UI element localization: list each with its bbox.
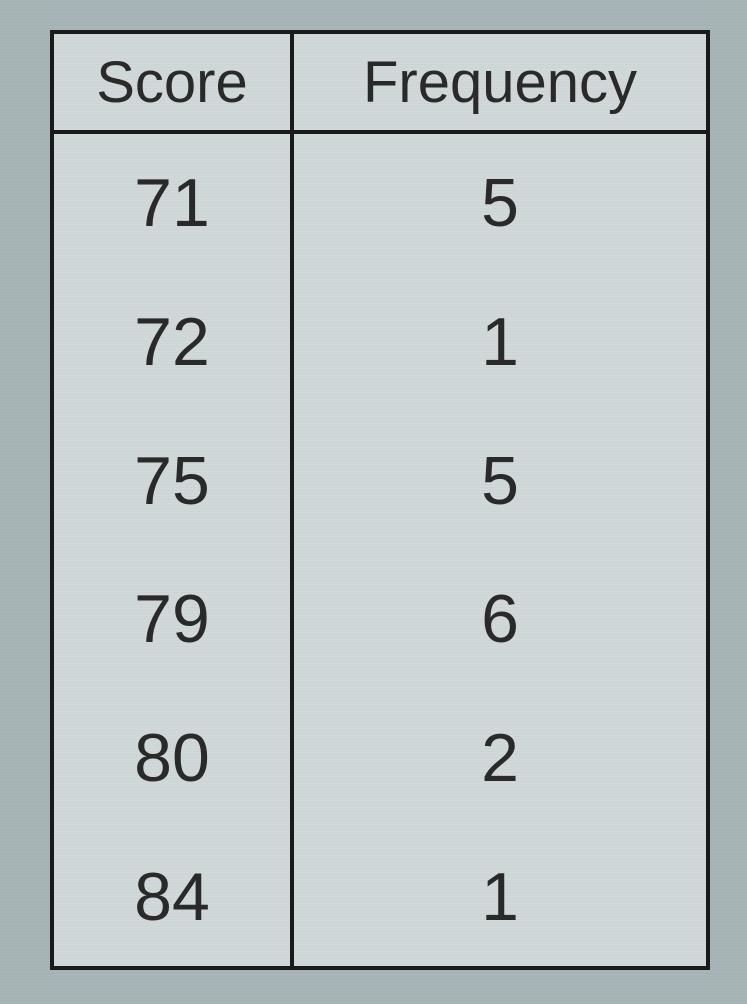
- table-cell: 2: [294, 689, 706, 828]
- table-cell: 1: [294, 827, 706, 966]
- header-score: Score: [54, 34, 294, 130]
- table-header-row: Score Frequency: [54, 34, 706, 134]
- table-cell: 75: [54, 411, 290, 550]
- table-cell: 71: [54, 134, 290, 273]
- score-column: 71 72 75 79 80 84: [54, 134, 294, 966]
- table-cell: 80: [54, 689, 290, 828]
- header-frequency: Frequency: [294, 34, 706, 130]
- table-cell: 5: [294, 134, 706, 273]
- table-cell: 5: [294, 411, 706, 550]
- table-cell: 6: [294, 550, 706, 689]
- table-cell: 1: [294, 273, 706, 412]
- frequency-table: Score Frequency 71 72 75 79 80 84 5 1 5 …: [50, 30, 710, 970]
- frequency-column: 5 1 5 6 2 1: [294, 134, 706, 966]
- table-body: 71 72 75 79 80 84 5 1 5 6 2 1: [54, 134, 706, 966]
- table-cell: 84: [54, 827, 290, 966]
- table-cell: 79: [54, 550, 290, 689]
- table-cell: 72: [54, 273, 290, 412]
